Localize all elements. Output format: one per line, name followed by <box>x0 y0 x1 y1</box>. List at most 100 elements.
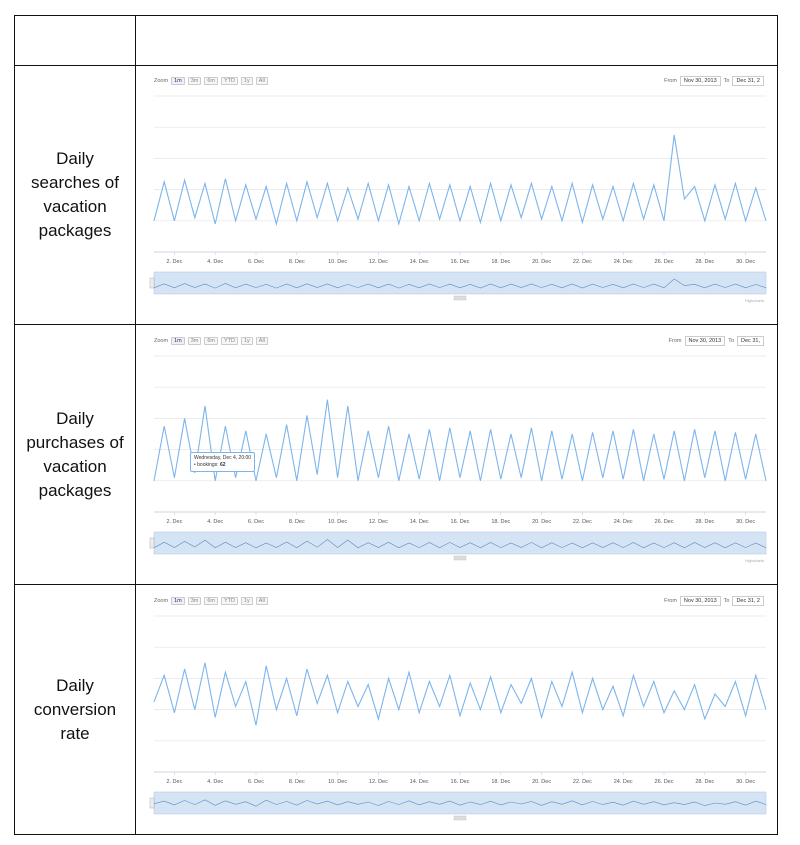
x-tick-label: 18. Dec <box>491 519 510 525</box>
navigator-handle-left <box>149 797 155 809</box>
x-tick-label: 10. Dec <box>328 779 347 785</box>
conversion-chart: Zoom 1m 3m 6m YTD 1y All From Nov 30, 20… <box>140 592 768 828</box>
x-tick-label: 24. Dec <box>614 519 633 525</box>
tooltip-value-line: • bookings: 62 <box>194 462 251 469</box>
header-right-cell <box>137 16 775 65</box>
zoom-1y-button[interactable]: 1y <box>240 337 253 345</box>
x-tick-label: 4. Dec <box>207 519 223 525</box>
chart-svg: 2. Dec 4. Dec 6. Dec 8. Dec 10. Dec 12. Dec 14… <box>149 615 767 821</box>
series-line <box>153 399 767 481</box>
x-tick-label: 28. Dec <box>695 519 714 525</box>
zoom-label: Zoom <box>154 338 169 344</box>
tooltip-date: Wednesday, Dec 4, 20:00 <box>194 455 252 461</box>
navigator-handle-left <box>149 277 155 289</box>
from-date-input[interactable]: Nov 30, 2013 <box>684 336 726 346</box>
x-tick-label: 24. Dec <box>614 259 633 265</box>
x-tick-label: 14. Dec <box>410 779 429 785</box>
to-date-input[interactable]: Dec 31, <box>737 336 764 346</box>
zoom-1m-button[interactable]: 1m <box>171 597 185 605</box>
x-tick-label: 16. Dec <box>451 779 470 785</box>
zoom-1m-button[interactable]: 1m <box>171 337 185 345</box>
x-tick-label: 22. Dec <box>573 259 592 265</box>
zoom-ytd-button[interactable]: YTD <box>220 77 238 85</box>
to-label: To <box>723 78 730 84</box>
x-tick-label: 20. Dec <box>532 779 551 785</box>
chart-tooltip: Wednesday, Dec 4, 20:00 • bookings: 62 <box>190 452 256 472</box>
zoom-ytd-button[interactable]: YTD <box>220 337 238 345</box>
row-divider <box>15 324 777 325</box>
x-tick-label: 2. Dec <box>166 519 182 525</box>
x-tick-label: 8. Dec <box>289 259 305 265</box>
scrollbar-thumb <box>453 815 467 821</box>
zoom-6m-button[interactable]: 6m <box>204 77 218 85</box>
navigator-handle-left <box>149 537 155 549</box>
zoom-1m-button[interactable]: 1m <box>171 77 185 85</box>
header-left-cell <box>15 16 135 65</box>
x-tick-label: 8. Dec <box>289 519 305 525</box>
x-tick-label: 14. Dec <box>410 259 429 265</box>
from-date-input[interactable]: Nov 30, 2013 <box>679 596 721 606</box>
tooltip-series: • bookings: <box>194 462 219 468</box>
comparison-table: Daily searches of vacation packages Dail… <box>14 15 778 835</box>
x-tick-label: 12. Dec <box>369 779 388 785</box>
x-tick-label: 30. Dec <box>736 259 755 265</box>
zoom-label: Zoom <box>154 598 169 604</box>
x-tick-label: 20. Dec <box>532 259 551 265</box>
x-tick-label: 30. Dec <box>736 519 755 525</box>
to-label: To <box>723 598 730 604</box>
zoom-all-button[interactable]: All <box>255 77 268 85</box>
tooltip-value: 62 <box>219 462 226 468</box>
column-divider <box>135 16 136 834</box>
zoom-3m-button[interactable]: 3m <box>187 77 202 85</box>
zoom-label: Zoom <box>154 78 169 84</box>
from-label: From <box>664 78 677 84</box>
row-label-searches: Daily searches of vacation packages <box>31 149 119 240</box>
chart-svg: 2. Dec 4. Dec 6. Dec 8. Dec 10. Dec 12. Dec 14… <box>149 95 767 301</box>
x-tick-label: 6. Dec <box>248 259 264 265</box>
x-tick-label: 18. Dec <box>491 259 510 265</box>
to-date-input[interactable]: Dec 31, 2 <box>732 596 764 606</box>
x-tick-label: 30. Dec <box>736 779 755 785</box>
x-tick-label: 20. Dec <box>532 519 551 525</box>
x-tick-label: 4. Dec <box>207 259 223 265</box>
to-date-input[interactable]: Dec 31, 2 <box>732 76 764 86</box>
x-tick-label: 8. Dec <box>289 779 305 785</box>
navigator-band <box>153 271 767 295</box>
zoom-1y-button[interactable]: 1y <box>240 77 253 85</box>
scrollbar-thumb <box>453 555 467 561</box>
x-tick-label: 22. Dec <box>573 519 592 525</box>
zoom-6m-button[interactable]: 6m <box>204 597 218 605</box>
date-range: From Nov 30, 2013 To Dec 31, <box>669 336 764 346</box>
to-label: To <box>728 338 735 344</box>
zoom-3m-button[interactable]: 3m <box>187 597 202 605</box>
x-tick-label: 6. Dec <box>248 519 264 525</box>
zoom-ytd-button[interactable]: YTD <box>220 597 238 605</box>
zoom-3m-button[interactable]: 3m <box>187 337 202 345</box>
from-label: From <box>668 338 682 344</box>
row-label-purchases: Daily purchases of vacation packages <box>26 409 124 500</box>
scrollbar-thumb <box>453 295 467 301</box>
zoom-controls: Zoom 1m 3m 6m YTD 1y All <box>154 337 268 345</box>
x-tick-label: 12. Dec <box>369 519 388 525</box>
row-divider <box>15 65 777 66</box>
x-tick-label: 16. Dec <box>451 259 470 265</box>
zoom-all-button[interactable]: All <box>255 597 268 605</box>
zoom-6m-button[interactable]: 6m <box>204 337 218 345</box>
x-tick-label: 18. Dec <box>491 779 510 785</box>
row-label-conversion: Daily conversion rate <box>33 676 117 743</box>
navigator-line <box>153 278 767 289</box>
x-tick-label: 26. Dec <box>655 259 674 265</box>
chart-credit: Highcharts <box>744 298 764 303</box>
zoom-1y-button[interactable]: 1y <box>240 597 253 605</box>
from-date-input[interactable]: Nov 30, 2013 <box>679 76 721 86</box>
searches-chart: Zoom 1m 3m 6m YTD 1y All From Nov 30, 20… <box>140 72 768 308</box>
navigator-line <box>153 799 767 807</box>
x-tick-label: 16. Dec <box>451 519 470 525</box>
zoom-controls: Zoom 1m 3m 6m YTD 1y All <box>154 597 268 605</box>
chart-credit: Highcharts <box>744 558 764 563</box>
x-tick-label: 26. Dec <box>655 519 674 525</box>
x-tick-label: 28. Dec <box>695 779 714 785</box>
x-tick-label: 2. Dec <box>166 779 182 785</box>
series-line <box>153 662 767 726</box>
zoom-all-button[interactable]: All <box>255 337 268 345</box>
